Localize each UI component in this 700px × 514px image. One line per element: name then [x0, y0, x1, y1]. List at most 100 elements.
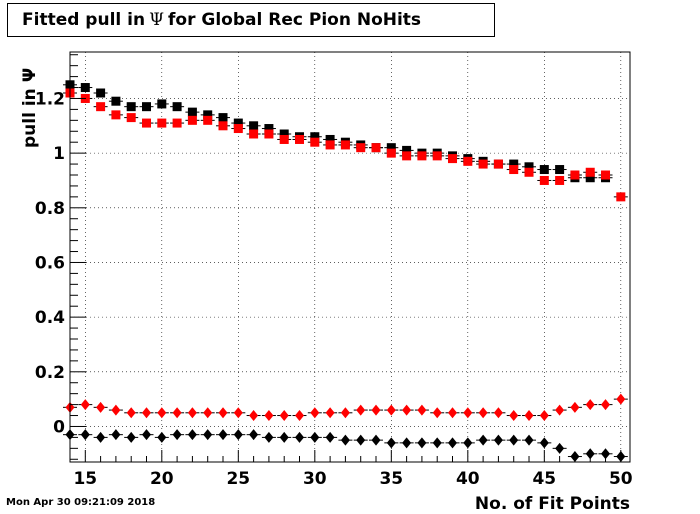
data-point [142, 102, 152, 112]
data-point [325, 140, 335, 150]
data-point [524, 162, 534, 172]
data-point [585, 399, 595, 411]
data-point [233, 118, 243, 128]
data-point [203, 115, 213, 125]
data-point [555, 165, 565, 175]
data-point [142, 118, 152, 128]
y-tick-label: 0.2 [35, 363, 65, 383]
y-tick-label: 0.8 [35, 199, 65, 219]
data-point [279, 431, 289, 443]
data-point [616, 393, 626, 405]
data-point [432, 407, 442, 419]
data-point [233, 124, 243, 134]
data-point [203, 407, 213, 419]
data-point [340, 434, 350, 446]
data-point [157, 118, 167, 128]
axis-ticks [69, 54, 622, 462]
y-tick-label: 1 [53, 144, 65, 164]
y-tick-label: 0.4 [35, 308, 65, 328]
x-tick-label: 25 [226, 469, 250, 489]
data-point [279, 410, 289, 422]
data-point [142, 429, 152, 441]
data-point [310, 407, 320, 419]
data-point [493, 159, 503, 169]
data-point [386, 404, 396, 416]
data-point [172, 118, 182, 128]
data-point [187, 407, 197, 419]
data-point [478, 159, 488, 169]
data-point [448, 407, 458, 419]
data-point [325, 134, 335, 144]
data-point [157, 407, 167, 419]
data-point [264, 124, 274, 134]
data-point [218, 121, 228, 131]
data-point [80, 429, 90, 441]
x-tick-label: 15 [73, 469, 97, 489]
timestamp: Mon Apr 30 09:21:09 2018 [6, 497, 156, 508]
data-point [96, 88, 106, 98]
x-tick-label: 35 [379, 469, 403, 489]
data-point [295, 134, 305, 144]
data-point [203, 429, 213, 441]
data-point [157, 99, 167, 109]
data-point [402, 437, 412, 449]
data-point [340, 140, 350, 150]
series-2 [63, 88, 628, 202]
data-point [356, 434, 366, 446]
data-point [417, 151, 427, 161]
data-point [478, 434, 488, 446]
x-tick-label: 40 [456, 469, 480, 489]
data-point [463, 407, 473, 419]
data-point [111, 96, 121, 106]
data-point [585, 173, 595, 183]
data-point [111, 110, 121, 120]
psi-symbol: Ψ [149, 10, 165, 30]
data-point [493, 434, 503, 446]
tick-labels: 15 20 25 30 35 40 45 50 0 0.2 0.4 0.6 0.8 1 1.2 [35, 89, 633, 489]
data-point [616, 192, 626, 202]
data-series [63, 80, 628, 463]
data-point [509, 165, 519, 175]
data-point [249, 410, 259, 422]
x-tick-label: 20 [150, 469, 174, 489]
data-point [417, 404, 427, 416]
data-point [233, 407, 243, 419]
data-point [524, 410, 534, 422]
data-point [570, 401, 580, 413]
data-point [402, 404, 412, 416]
data-point [371, 404, 381, 416]
data-point [249, 129, 259, 139]
data-point [187, 107, 197, 117]
data-point [417, 437, 427, 449]
data-point [601, 448, 611, 460]
data-point [555, 442, 565, 454]
data-point [172, 102, 182, 112]
grid [70, 52, 630, 462]
x-tick-label: 50 [609, 469, 633, 489]
y-tick-label: 1.2 [35, 89, 65, 109]
data-point [539, 410, 549, 422]
data-point [111, 404, 121, 416]
data-point [356, 404, 366, 416]
data-point [172, 407, 182, 419]
data-point [524, 434, 534, 446]
data-point [233, 429, 243, 441]
data-point [249, 121, 259, 131]
data-point [142, 407, 152, 419]
x-axis-label: No. of Fit Points [475, 494, 630, 514]
data-point [478, 407, 488, 419]
data-point [509, 410, 519, 422]
data-point [218, 113, 228, 123]
data-point [601, 399, 611, 411]
data-point [279, 129, 289, 139]
data-point [539, 175, 549, 185]
data-point [386, 148, 396, 158]
chart-title-prefix: Fitted pull in [22, 10, 146, 30]
data-point [157, 431, 167, 443]
data-point [371, 434, 381, 446]
data-point [585, 448, 595, 460]
chart-title-suffix: for Global Rec Pion NoHits [168, 10, 422, 30]
y-axis-label: pull in Ψ [20, 68, 40, 148]
